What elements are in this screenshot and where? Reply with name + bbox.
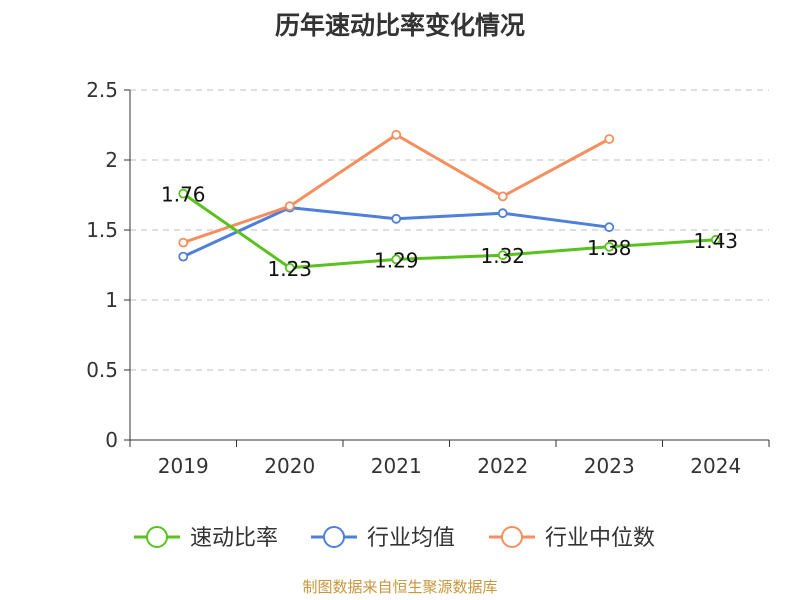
x-tick-label-2: 2021 <box>371 454 422 478</box>
y-tick-label-4: 2 <box>105 148 118 172</box>
x-tick-label-3: 2022 <box>477 454 528 478</box>
data-label-4: 1.38 <box>587 236 632 260</box>
grid-lines <box>130 89 769 371</box>
series-1-point-2 <box>391 213 402 224</box>
legend-label-0[interactable]: 速动比率 <box>190 526 278 551</box>
series-2-point-1 <box>284 201 295 212</box>
x-tick-label-4: 2023 <box>584 454 635 478</box>
legend-label-1[interactable]: 行业均值 <box>367 526 455 551</box>
y-tick-label-5: 2.5 <box>86 78 118 102</box>
data-label-2: 1.29 <box>374 248 419 272</box>
data-label-3: 1.32 <box>480 244 525 268</box>
series-line-0 <box>182 192 716 270</box>
legend[interactable]: 速动比率 行业均值 行业中位数 <box>134 526 655 551</box>
series-0-point-3 <box>497 250 508 261</box>
series-1-point-4 <box>604 222 615 233</box>
legend-marker-0[interactable] <box>146 526 168 548</box>
y-tick-label-0: 0 <box>105 428 118 452</box>
y-tick-label-3: 1.5 <box>86 218 118 242</box>
chart-title: 历年速动比率变化情况 <box>274 11 525 40</box>
data-label-1: 1.23 <box>267 257 312 281</box>
axes: 0 0.5 1 1.5 2 2.5 2019 2020 2021 2022 2023 2024 <box>86 78 770 478</box>
series-0-point-2 <box>391 254 402 265</box>
y-tick-label-2: 1 <box>105 288 118 312</box>
legend-label-2[interactable]: 行业中位数 <box>545 526 655 551</box>
y-tick-label-1: 0.5 <box>86 358 118 382</box>
series-0-point-0 <box>178 188 189 199</box>
data-label-5: 1.43 <box>693 229 738 253</box>
data-labels: 1.76 1.23 1.29 1.32 1.38 1.43 <box>161 183 738 281</box>
series-2-point-0 <box>178 237 189 248</box>
source-note: 制图数据来自恒生聚源数据库 <box>302 578 498 596</box>
series-1-point-0 <box>178 251 189 262</box>
data-label-0: 1.76 <box>161 183 206 207</box>
series-1-point-3 <box>497 208 508 219</box>
series-2-point-2 <box>391 129 402 140</box>
series-layer <box>178 129 721 273</box>
legend-marker-1[interactable] <box>323 526 345 548</box>
series-0-point-1 <box>284 262 295 273</box>
series-0-point-4 <box>604 241 615 252</box>
series-2-point-4 <box>604 134 615 144</box>
x-tick-label-1: 2020 <box>264 454 315 478</box>
x-tick-label-5: 2024 <box>690 454 741 478</box>
legend-marker-2[interactable] <box>501 526 523 548</box>
series-2-point-3 <box>497 191 508 202</box>
x-tick-label-0: 2019 <box>158 454 209 478</box>
series-0-point-5 <box>710 234 721 245</box>
